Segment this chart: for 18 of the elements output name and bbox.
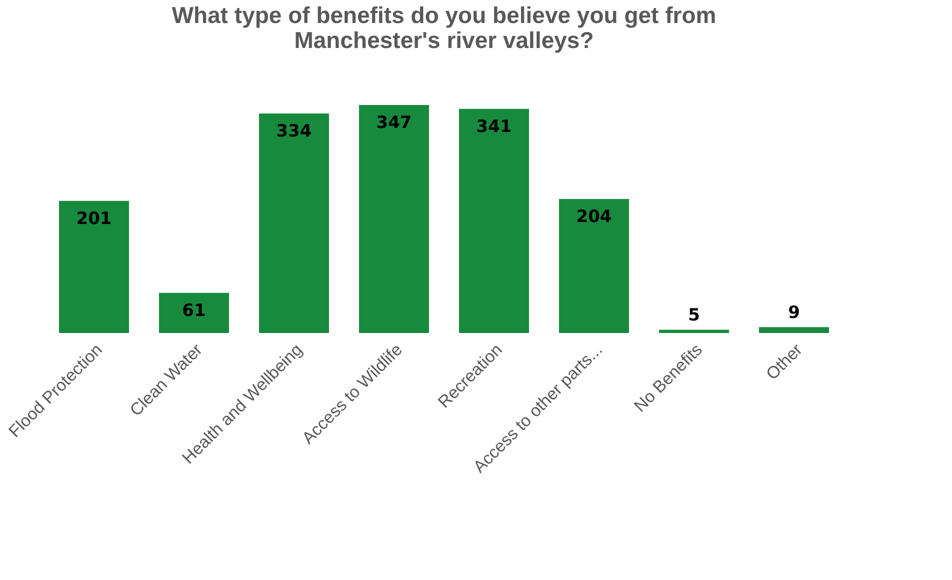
data-label: 347 (376, 112, 412, 133)
data-label: 61 (182, 300, 206, 321)
bar (59, 200, 129, 333)
bar (459, 108, 529, 333)
bar (359, 104, 429, 333)
data-label: 341 (476, 116, 512, 137)
text: What type of benefits do you believe you get from (172, 2, 716, 28)
data-label: 204 (576, 206, 612, 227)
data-label: 334 (276, 122, 312, 142)
bar (659, 330, 729, 333)
bar (259, 114, 329, 333)
text: Manchester's river valleys? (294, 27, 594, 53)
bar (559, 198, 629, 333)
bar (759, 327, 829, 333)
bar (159, 292, 229, 333)
data-label: 5 (688, 306, 700, 326)
data-label: 201 (76, 208, 112, 229)
data-label: 9 (788, 303, 800, 324)
